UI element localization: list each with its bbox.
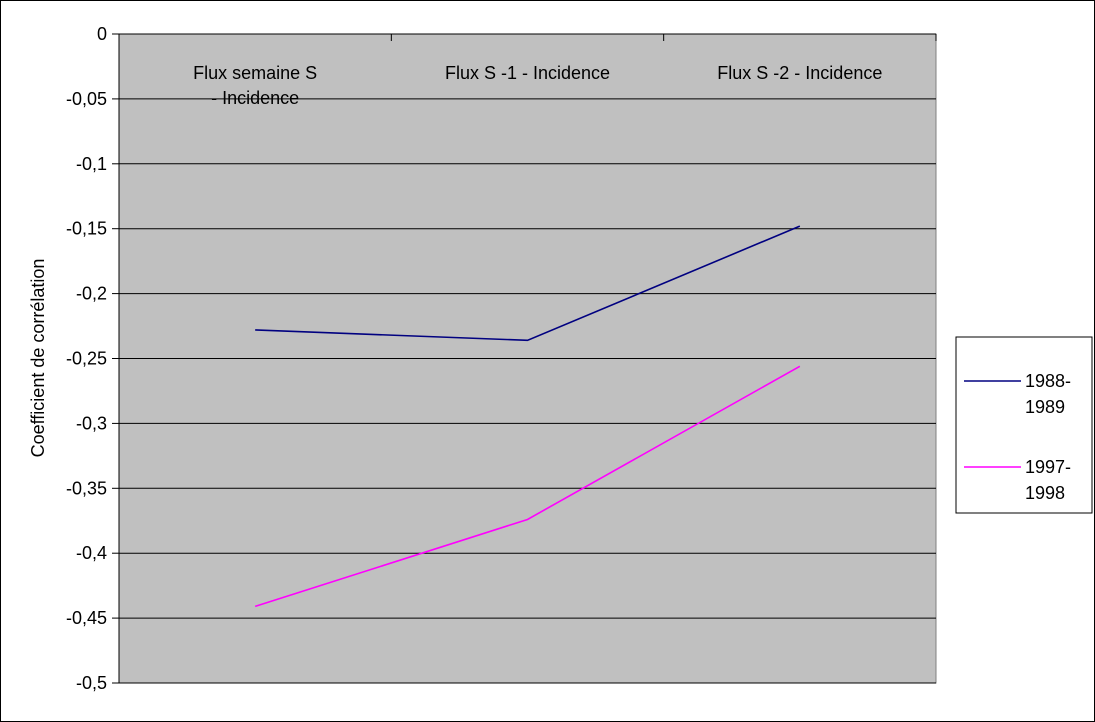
category-labels: Flux semaine S - Incidence Flux S -1 - Inc… (193, 63, 882, 108)
category-label: Flux semaine S - Incidence (193, 63, 317, 108)
y-tick-label: -0,1 (76, 154, 107, 174)
category-label: Flux S -2 - Incidence (717, 63, 882, 83)
legend-label-line: 1989 (1025, 397, 1065, 417)
legend-label-0: 1988- 1989 (1025, 371, 1071, 417)
category-label: Flux S -1 - Incidence (445, 63, 610, 83)
legend: 1988- 1989 1997- 1998 (955, 336, 1093, 514)
series-line-0 (255, 225, 801, 342)
category-label-line: Flux S -2 - Incidence (717, 63, 882, 83)
y-tick-label: -0,05 (66, 89, 107, 109)
legend-label-1: 1997- 1998 (1025, 457, 1071, 503)
y-tick-label: -0,3 (76, 413, 107, 433)
y-tick-label: 0 (97, 24, 107, 44)
legend-label-line: 1988- (1025, 371, 1071, 391)
category-label-line: Flux semaine S (193, 63, 317, 83)
category-label-line: - Incidence (211, 88, 299, 108)
y-tick-label: -0,4 (76, 543, 107, 563)
category-label-line: Flux S -1 - Incidence (445, 63, 610, 83)
y-tick-label: -0,25 (66, 349, 107, 369)
y-tick-label: -0,2 (76, 284, 107, 304)
y-tick-label: -0,15 (66, 219, 107, 239)
series-line-1 (254, 365, 801, 608)
series-lines (254, 225, 801, 608)
legend-box (955, 336, 1093, 514)
y-tick-label: -0,5 (76, 673, 107, 693)
legend-label-line: 1997- (1025, 457, 1071, 477)
y-tick-label: -0,35 (66, 478, 107, 498)
grid-lines (119, 33, 936, 684)
y-axis-title: Coefficient de corrélation (28, 259, 48, 458)
y-axis: 0 -0,05 -0,1 -0,15 -0,2 -0,25 -0,3 -0,35 -0,4 -0,… (66, 24, 937, 693)
legend-label-line: 1998 (1025, 483, 1065, 503)
y-tick-label: -0,45 (66, 608, 107, 628)
